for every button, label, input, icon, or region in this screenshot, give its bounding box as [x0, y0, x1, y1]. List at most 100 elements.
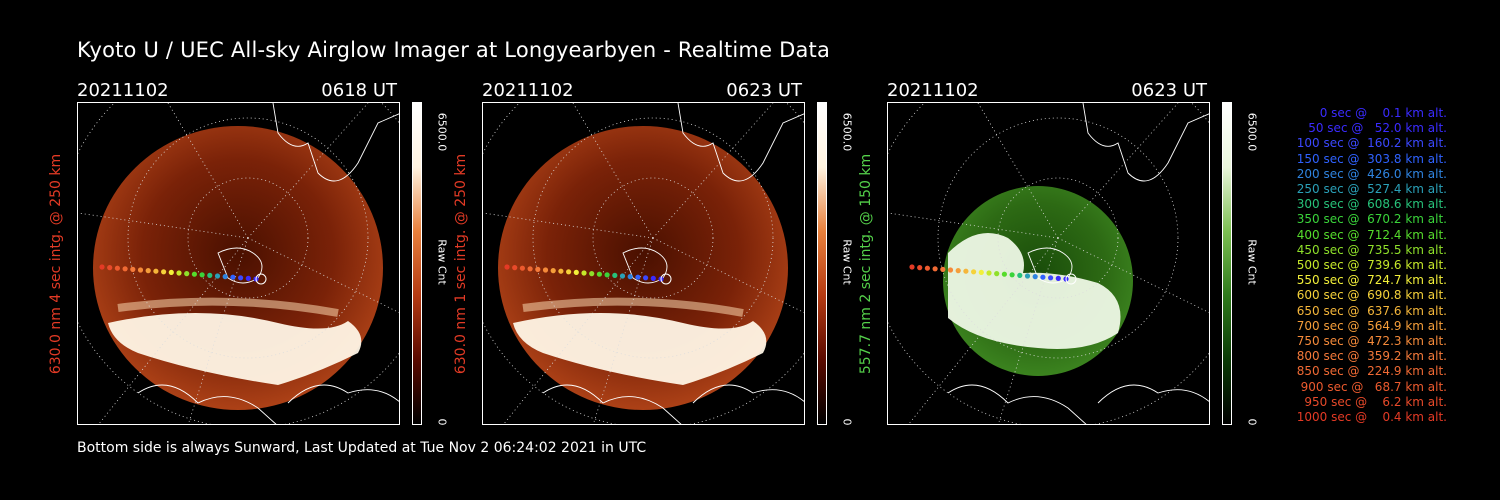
track-point: [573, 269, 579, 275]
track-point: [596, 271, 602, 277]
coastline: [947, 384, 1087, 424]
imager-panel-1: 20211102 0618 UT 630.0 nm 4 sec intg. @ …: [48, 80, 449, 430]
coastline: [1097, 384, 1209, 404]
coastline: [217, 247, 263, 284]
legend-entry: 1000 sec @ 0.4 km alt.: [1296, 410, 1447, 425]
track-point: [191, 271, 197, 277]
panel-date: 20211102: [887, 80, 979, 101]
aurora-edge: [117, 297, 339, 317]
track-point: [199, 272, 205, 278]
meridian-line: [247, 237, 399, 313]
track-point: [604, 272, 610, 278]
allsky-image-frame: [77, 102, 400, 425]
track-point: [627, 274, 633, 280]
legend-entry: 900 sec @ 68.7 km alt.: [1300, 379, 1447, 394]
meridian-line: [483, 212, 654, 239]
colorbar-min-label: 0: [435, 418, 449, 426]
track-point: [214, 273, 221, 279]
colorbar: [817, 102, 827, 425]
track-point: [1024, 273, 1031, 279]
meridian-line: [997, 237, 1059, 424]
legend-entry: 500 sec @ 739.6 km alt.: [1296, 258, 1447, 273]
footer-note: Bottom side is always Sunward, Last Upda…: [77, 440, 647, 456]
legend-entry: 600 sec @ 690.8 km alt.: [1296, 288, 1447, 303]
allsky-image-frame: [887, 102, 1210, 425]
track-point: [963, 268, 969, 274]
track-point: [955, 268, 961, 274]
aurora-band: [108, 313, 362, 385]
track-point: [161, 269, 167, 275]
track-point: [1017, 272, 1023, 278]
track-point: [994, 271, 1000, 277]
legend-entry: 800 sec @ 359.2 km alt.: [1296, 349, 1447, 364]
track-point: [566, 269, 572, 275]
meridian-line: [888, 212, 1059, 239]
legend-entry: 200 sec @ 426.0 km alt.: [1296, 166, 1447, 181]
track-point: [519, 265, 525, 271]
track-point: [650, 275, 656, 281]
meridian-line: [652, 237, 804, 313]
track-point: [245, 275, 251, 281]
track-point: [114, 265, 120, 271]
legend-entry: 450 sec @ 735.5 km alt.: [1296, 242, 1447, 257]
track-point: [947, 267, 954, 273]
meridian-line: [187, 237, 249, 424]
coastline: [692, 384, 804, 404]
track-point: [122, 266, 128, 272]
latitude-circle: [937, 117, 1179, 359]
imager-panel-3: 20211102 0623 UT 557.7 nm 2 sec intg. @ …: [858, 80, 1259, 430]
track-point: [107, 265, 113, 271]
latitude-circle: [532, 117, 774, 359]
colorbar-unit-label: Raw Cnt: [1245, 239, 1259, 285]
track-point: [978, 269, 984, 275]
legend-entry: 950 sec @ 6.2 km alt.: [1304, 394, 1447, 409]
track-point: [222, 274, 228, 280]
legend-entry: 150 sec @ 303.8 km alt.: [1296, 151, 1447, 166]
colorbar-max-label: 6500.0: [840, 112, 854, 152]
page-title: Kyoto U / UEC All-sky Airglow Imager at …: [77, 38, 831, 62]
legend-entry: 250 sec @ 527.4 km alt.: [1296, 182, 1447, 197]
panel-ylabel: 630.0 nm 1 sec intg. @ 250 km: [453, 153, 469, 374]
legend-entry: 400 sec @ 712.4 km alt.: [1296, 227, 1447, 242]
track-point: [635, 274, 641, 280]
coastline: [542, 384, 682, 424]
track-point: [581, 270, 587, 276]
track-point: [940, 266, 946, 272]
track-point: [542, 267, 549, 273]
track-point: [986, 270, 992, 276]
legend-entry: 550 sec @ 724.7 km alt.: [1296, 273, 1447, 288]
colorbar: [412, 102, 422, 425]
colorbar: [1222, 102, 1232, 425]
track-point: [512, 265, 518, 271]
panel-time: 0623 UT: [1131, 80, 1207, 101]
legend-entry: 0 sec @ 0.1 km alt.: [1319, 106, 1447, 120]
allsky-image: [888, 103, 1209, 424]
aurora-band: [948, 233, 1121, 349]
legend-entry: 750 sec @ 472.3 km alt.: [1296, 334, 1447, 349]
track-point: [1040, 274, 1046, 280]
meridian-line: [592, 237, 654, 424]
legend-entry: 300 sec @ 608.6 km alt.: [1296, 197, 1447, 212]
track-point: [1001, 271, 1007, 277]
coastline: [1082, 103, 1209, 182]
track-point: [909, 264, 915, 270]
latitude-circle: [187, 177, 309, 299]
colorbar-min-label: 0: [840, 418, 854, 426]
track-point: [130, 266, 136, 272]
legend-entry: 350 sec @ 670.2 km alt.: [1296, 212, 1447, 227]
track-point: [558, 268, 564, 274]
colorbar-unit-label: Raw Cnt: [840, 239, 854, 285]
panel-date: 20211102: [77, 80, 169, 101]
panel-time: 0618 UT: [321, 80, 397, 101]
legend-entry: 850 sec @ 224.9 km alt.: [1296, 364, 1447, 379]
site-marker: [255, 273, 267, 285]
track-point: [612, 272, 618, 278]
imager-panel-2: 20211102 0623 UT 630.0 nm 1 sec intg. @ …: [453, 80, 854, 430]
track-point: [230, 274, 236, 280]
track-point: [1032, 274, 1038, 280]
track-point: [619, 273, 626, 279]
track-point: [168, 269, 174, 275]
coastline: [622, 247, 668, 284]
coastline: [137, 384, 277, 424]
meridian-line: [1057, 237, 1209, 313]
